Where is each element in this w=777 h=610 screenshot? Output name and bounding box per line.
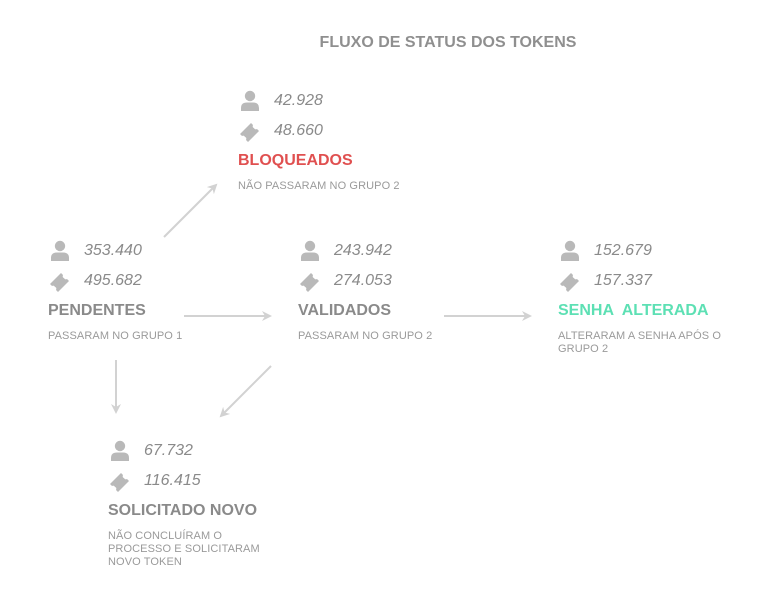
user-icon	[111, 440, 129, 461]
node-name: VALIDADOS	[298, 302, 392, 319]
arrow-validados-to-solicitado-novo	[219, 365, 272, 418]
node-description: PASSARAM NO GRUPO 1	[48, 330, 183, 342]
users-count: 243.942	[334, 242, 392, 259]
node-description: PASSARAM NO GRUPO 2	[298, 330, 433, 342]
user-icon	[51, 240, 69, 261]
ticket-icon	[240, 123, 259, 142]
ticket-icon	[110, 473, 129, 492]
users-count: 152.679	[594, 242, 652, 259]
node-description: NÃO CONCLUÍRAM O PROCESSO E SOLICITARAM …	[108, 530, 260, 568]
users-count: 67.732	[144, 442, 193, 459]
tokens-count: 157.337	[594, 272, 652, 289]
arrow-pendentes-to-bloqueados	[163, 183, 218, 238]
node-description: NÃO PASSARAM NO GRUPO 2	[238, 180, 400, 192]
node-pendentes: 353.440 495.682 PENDENTES PASSARAM NO GR…	[48, 240, 228, 350]
node-name: BLOQUEADOS	[238, 152, 353, 169]
tokens-count: 116.415	[144, 472, 201, 489]
tokens-count: 48.660	[274, 122, 323, 139]
node-senha-alterada: 152.679 157.337 SENHA ALTERADA ALTERARAM…	[558, 240, 758, 365]
node-name: SOLICITADO NOVO	[108, 502, 258, 519]
user-icon	[561, 240, 579, 261]
ticket-icon	[50, 273, 69, 292]
node-description: ALTERARAM A SENHA APÓS O GRUPO 2	[558, 330, 721, 355]
node-validados: 243.942 274.053 VALIDADOS PASSARAM NO GR…	[298, 240, 478, 350]
user-icon	[241, 90, 259, 111]
diagram-title: FLUXO DE STATUS DOS TOKENS	[319, 34, 577, 51]
node-name: PENDENTES	[48, 302, 146, 319]
node-name: SENHA ALTERADA	[558, 302, 709, 319]
tokens-count: 274.053	[334, 272, 392, 289]
ticket-icon	[300, 273, 319, 292]
user-icon	[301, 240, 319, 261]
users-count: 353.440	[84, 242, 142, 259]
node-solicitado-novo: 67.732 116.415 SOLICITADO NOVO NÃO CONCL…	[108, 440, 288, 575]
users-count: 42.928	[274, 92, 323, 109]
ticket-icon	[560, 273, 579, 292]
node-bloqueados: 42.928 48.660 BLOQUEADOS NÃO PASSARAM NO…	[238, 90, 438, 200]
tokens-count: 495.682	[84, 272, 142, 289]
